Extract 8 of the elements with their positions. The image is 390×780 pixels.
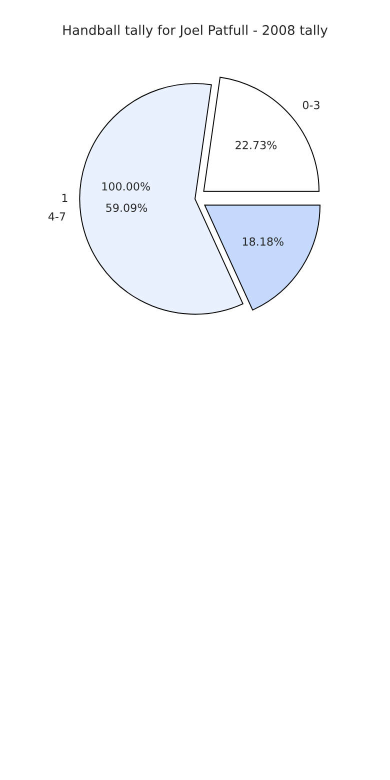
text: 1 [62, 194, 68, 202]
data-label: 59.09% [106, 204, 148, 212]
chart-title: Handball tally for Joel Patfull - 2008 tally [63, 24, 328, 38]
data-label: 18.18% [242, 237, 284, 246]
slice-label: 0-3 [302, 100, 320, 110]
slice-label: 4-7 [48, 212, 66, 221]
text: 100.00% [102, 182, 150, 191]
data-label: 22.73% [236, 140, 277, 150]
